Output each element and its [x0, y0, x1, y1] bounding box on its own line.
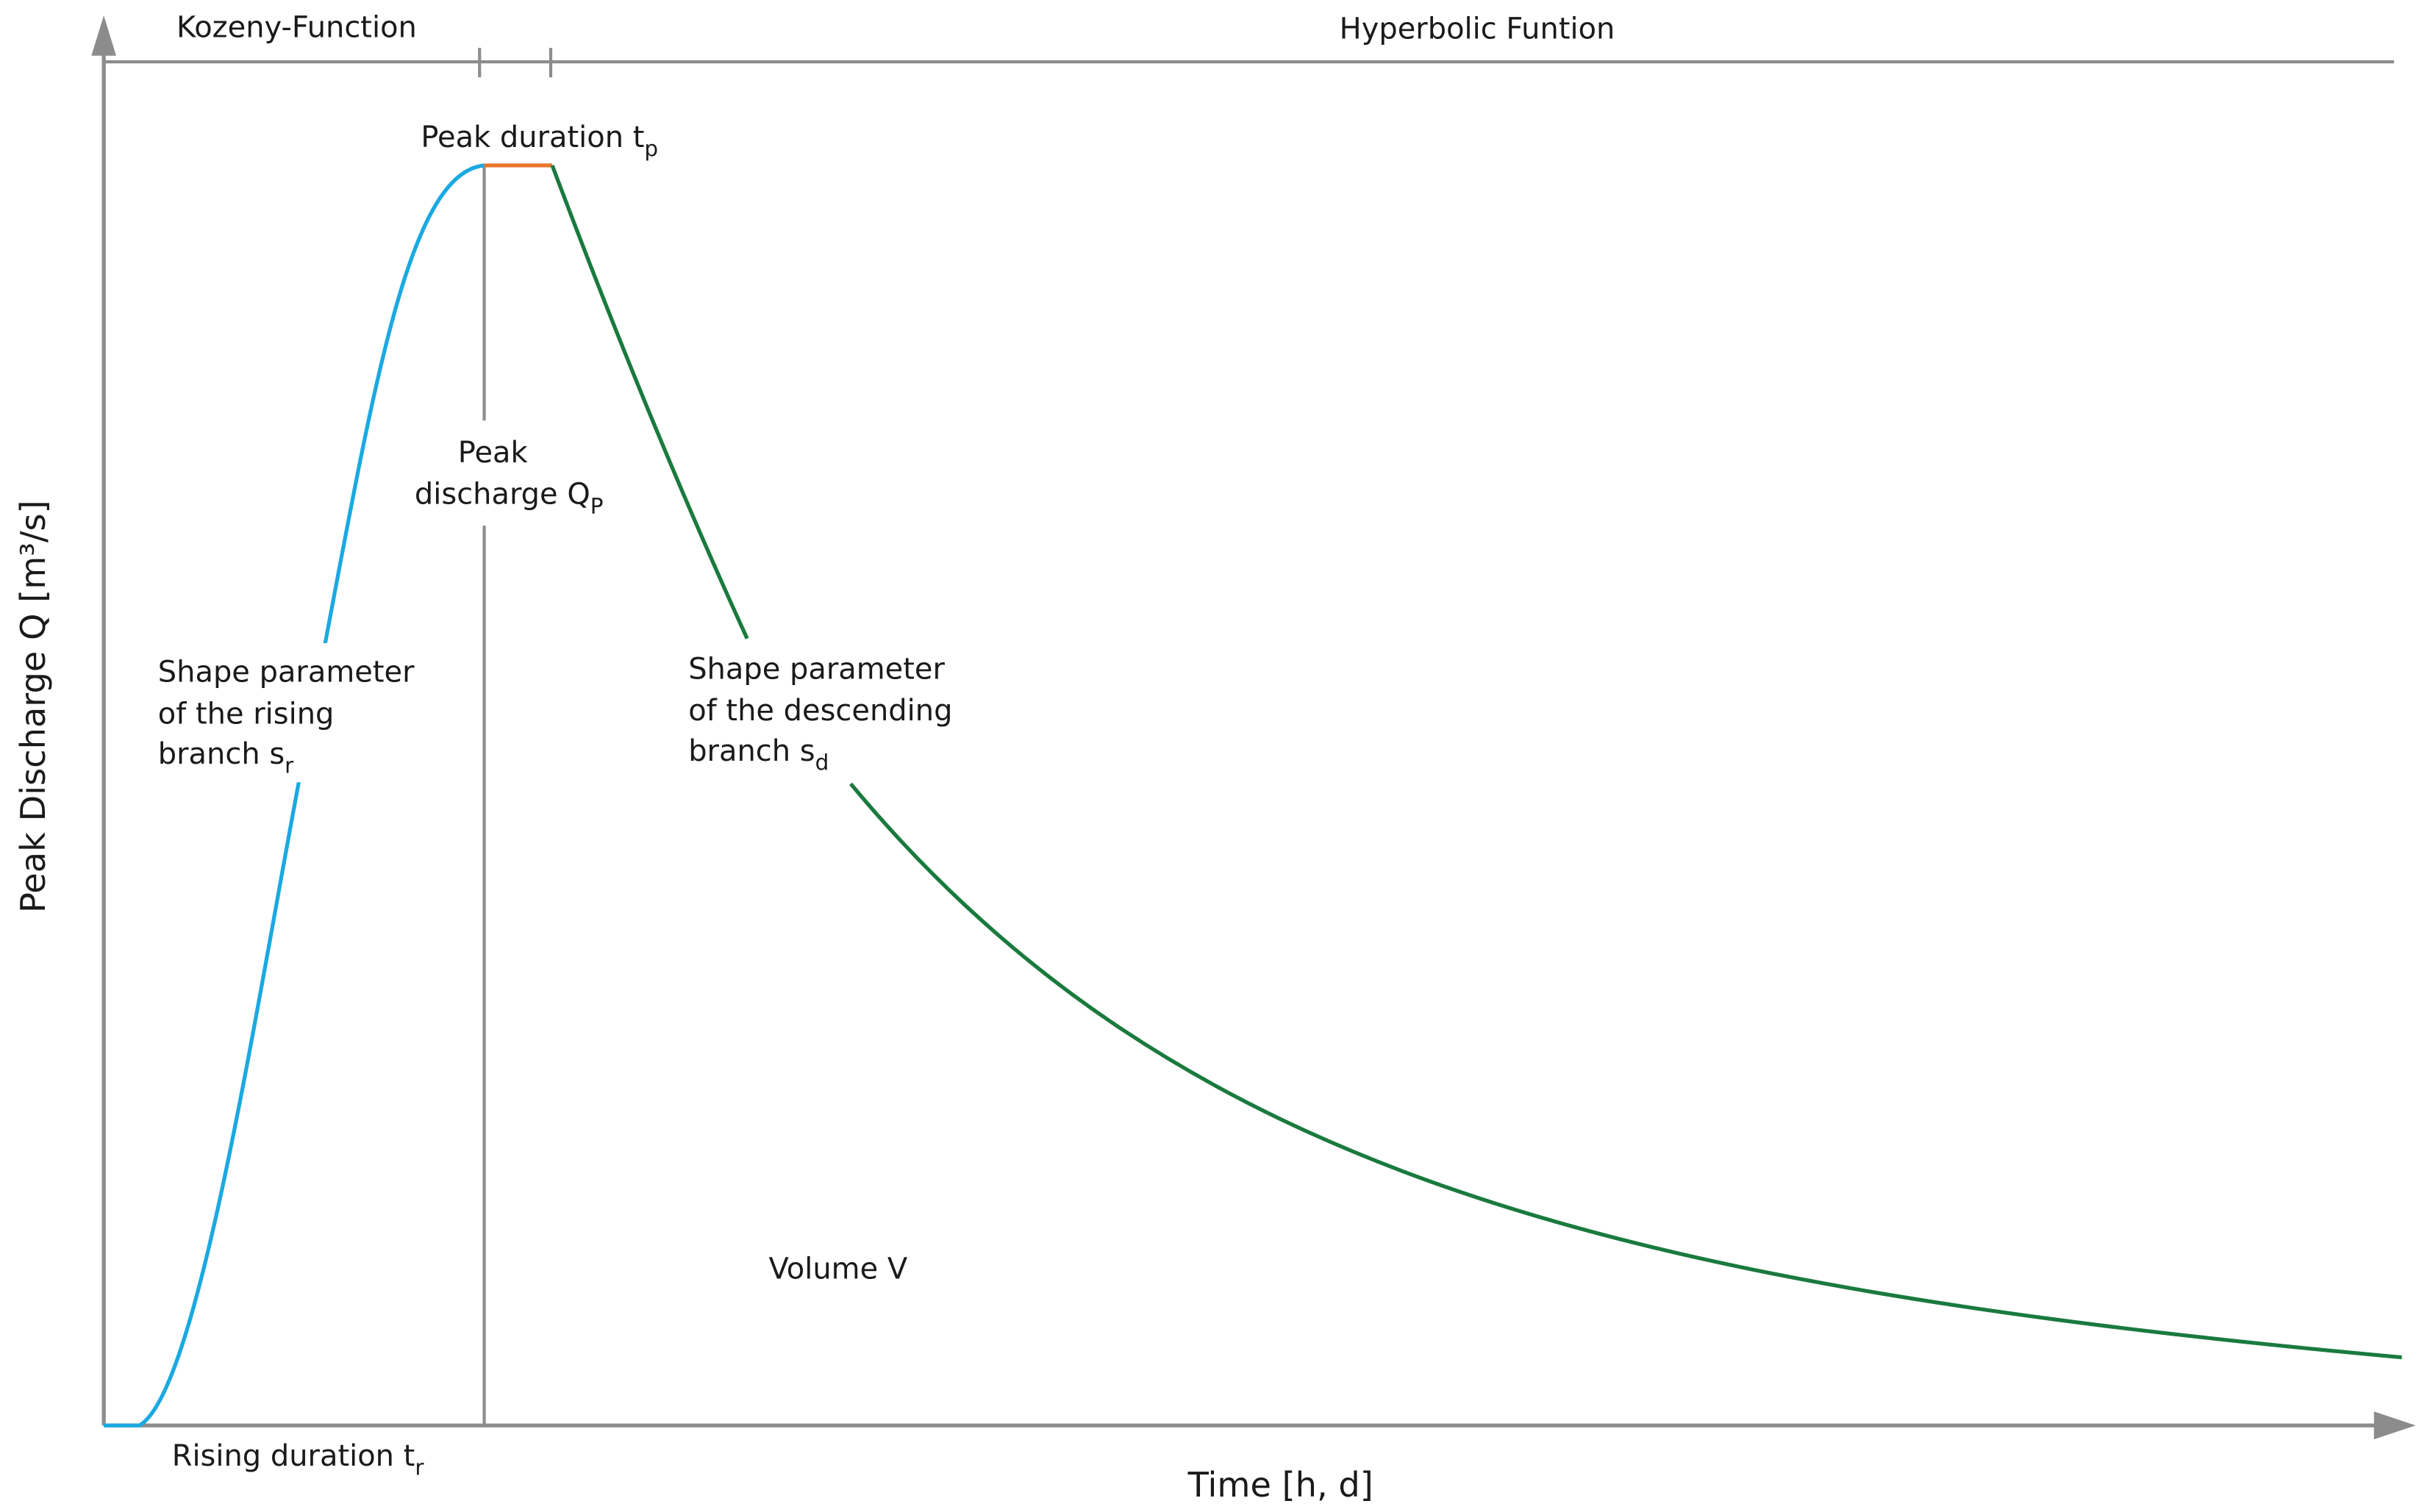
rising-duration-label: Rising duration tr — [172, 1439, 425, 1480]
label-text: Rising duration t — [172, 1439, 415, 1473]
x-axis-title: Time [h, d] — [1187, 1465, 1373, 1505]
label-subscript: d — [815, 750, 829, 775]
descending-shape-label: Shape parameter — [688, 652, 945, 686]
rising-shape-label: Shape parameter — [158, 656, 415, 689]
label-subscript: p — [644, 136, 658, 161]
peak-discharge-label: Peak — [458, 436, 529, 470]
y-axis-title: Peak Discharge Q [m³/s] — [13, 500, 53, 913]
rising-shape-label: branch sr — [158, 737, 294, 778]
phase-label: Hyperbolic Funtion — [1340, 12, 1615, 46]
rising-shape-label: of the rising — [158, 697, 335, 731]
y-axis-arrow — [91, 15, 116, 56]
volume-label: Volume V — [769, 1252, 908, 1286]
label-subscript: P — [590, 493, 604, 518]
peak-duration-label: Peak duration tp — [421, 121, 658, 162]
descending-shape-label: branch sd — [688, 734, 829, 775]
phase-label: Kozeny-Function — [176, 10, 417, 44]
x-axis-arrow — [2373, 1411, 2416, 1440]
label-text: branch s — [688, 734, 815, 768]
label-text: discharge Q — [415, 478, 590, 512]
descending-shape-label: of the descending — [688, 694, 952, 728]
label-text: Peak duration t — [421, 121, 644, 154]
peak-discharge-label: discharge QP — [415, 478, 604, 519]
descending-branch — [849, 782, 2402, 1360]
label-text: branch s — [158, 737, 285, 771]
label-background — [154, 642, 418, 783]
label-subscript: r — [415, 1455, 424, 1480]
descending-branch — [550, 165, 749, 639]
label-subscript: r — [285, 753, 294, 778]
rising-branch — [104, 163, 485, 1427]
